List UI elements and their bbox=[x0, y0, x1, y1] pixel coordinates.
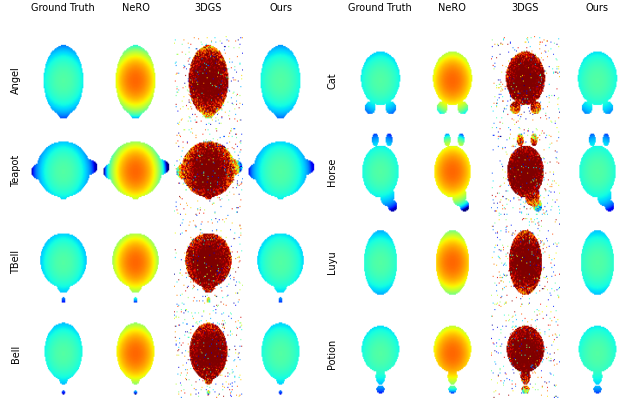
Text: Luyu: Luyu bbox=[328, 251, 337, 274]
Text: Bell: Bell bbox=[11, 344, 20, 363]
Text: NeRO: NeRO bbox=[438, 3, 467, 13]
Text: Ground Truth: Ground Truth bbox=[31, 3, 95, 13]
Text: 3DGS: 3DGS bbox=[511, 3, 539, 13]
Text: Teapot: Teapot bbox=[11, 155, 20, 188]
Text: NeRO: NeRO bbox=[122, 3, 150, 13]
Text: Angel: Angel bbox=[11, 66, 20, 94]
Text: Ours: Ours bbox=[586, 3, 609, 13]
Text: Horse: Horse bbox=[328, 157, 337, 186]
Text: TBell: TBell bbox=[11, 250, 20, 275]
Text: Ours: Ours bbox=[269, 3, 292, 13]
Text: Ground Truth: Ground Truth bbox=[348, 3, 412, 13]
Text: 3DGS: 3DGS bbox=[195, 3, 222, 13]
Text: Potion: Potion bbox=[328, 338, 337, 369]
Text: Cat: Cat bbox=[328, 72, 337, 89]
FancyBboxPatch shape bbox=[317, 0, 324, 399]
